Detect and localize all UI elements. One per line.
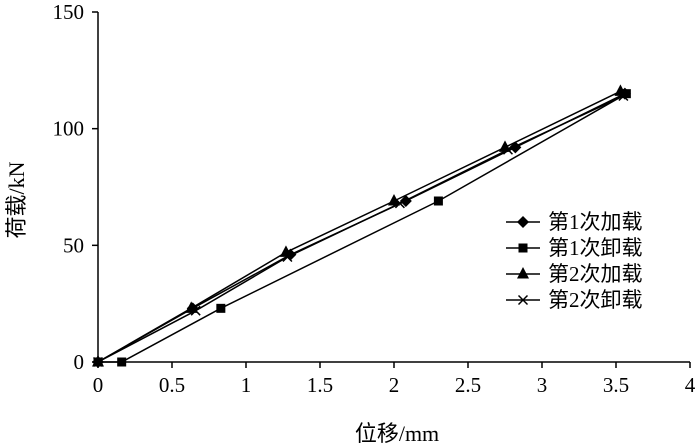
- x-axis-title: 位移/mm: [355, 421, 439, 446]
- data-point-x: [92, 356, 104, 368]
- y-tick-label: 0: [74, 350, 85, 374]
- x-tick-label: 1: [241, 373, 252, 397]
- x-tick-label: 1.5: [307, 373, 333, 397]
- legend-item: 第1次加载: [506, 210, 643, 234]
- legend-label: 第2次卸载: [548, 288, 643, 312]
- legend-label: 第2次加载: [548, 262, 643, 286]
- data-point-x: [618, 90, 629, 102]
- x-tick-label: 3.5: [603, 373, 629, 397]
- x-tick-label: 0: [93, 373, 104, 397]
- data-point-square: [518, 243, 528, 253]
- x-tick-label: 0.5: [159, 373, 185, 397]
- data-point-square: [433, 196, 443, 206]
- data-point-square: [216, 303, 226, 313]
- data-point-x: [282, 251, 293, 263]
- series-line: [97, 95, 624, 363]
- legend-item: 第1次卸载: [506, 236, 643, 260]
- legend-label: 第1次加载: [548, 210, 643, 234]
- data-point-triangle: [92, 355, 104, 367]
- series-line: [97, 93, 626, 363]
- data-point-x: [394, 198, 405, 209]
- x-tick-label: 2: [389, 373, 400, 397]
- data-point-diamond: [517, 216, 529, 228]
- x-tick-label: 3: [537, 373, 548, 397]
- data-point-x: [502, 144, 513, 155]
- data-point-x: [517, 294, 529, 306]
- x-tick-label: 4: [685, 373, 696, 397]
- y-axis-title: 荷载/kN: [4, 161, 29, 238]
- data-point-triangle: [517, 267, 529, 279]
- series-3: [92, 84, 627, 367]
- data-point-triangle: [279, 245, 292, 257]
- legend-label: 第1次卸载: [548, 236, 643, 260]
- y-tick-label: 150: [53, 0, 85, 24]
- series-layer: [92, 84, 631, 368]
- data-point-x: [190, 305, 201, 316]
- series-4: [92, 90, 629, 368]
- x-tick-label: 2.5: [455, 373, 481, 397]
- tick-labels: 0 0.5 1 1.5 2 2.5 3 3.5 4 0 50 100 150: [53, 0, 696, 397]
- y-tick-label: 100: [53, 117, 85, 141]
- legend-item: 第2次卸载: [506, 288, 643, 312]
- data-point-square: [117, 357, 127, 367]
- data-point-triangle: [614, 84, 627, 96]
- series-line: [97, 90, 621, 363]
- y-tick-label: 50: [63, 233, 84, 257]
- legend-item: 第2次加载: [506, 262, 643, 286]
- data-point-triangle: [388, 194, 400, 206]
